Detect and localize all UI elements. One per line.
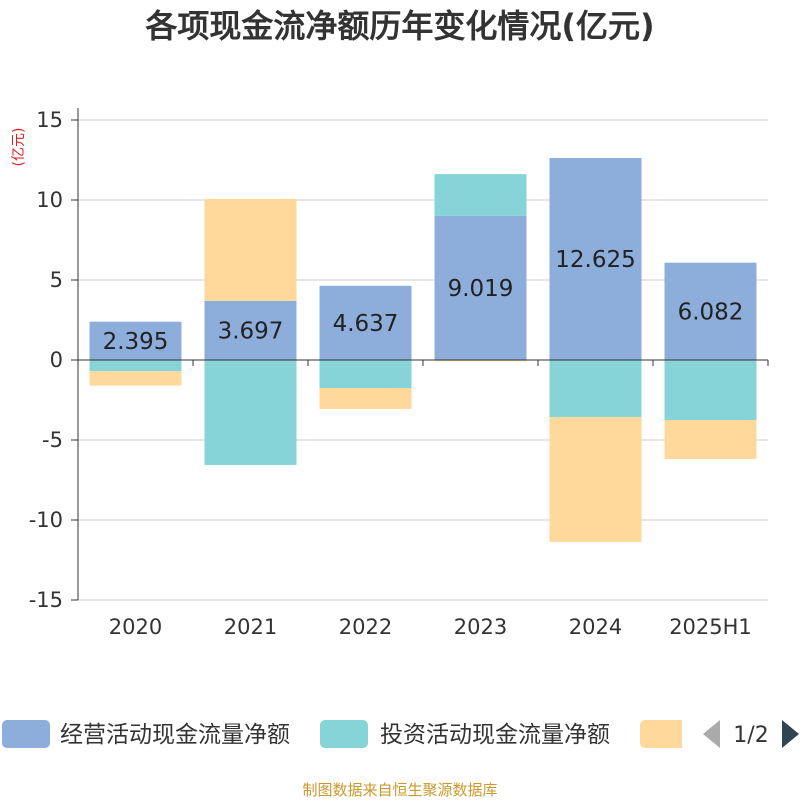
bar-series2-2022[interactable] bbox=[319, 360, 412, 388]
y-tick-label: 15 bbox=[36, 108, 63, 132]
legend-item-investing-cash-flow[interactable]: 投资活动现金流量净额 bbox=[320, 720, 610, 748]
y-tick-label: 5 bbox=[50, 268, 63, 292]
x-tick-label: 2023 bbox=[454, 615, 507, 639]
bar-series3-2024[interactable] bbox=[549, 416, 642, 542]
data-label: 3.697 bbox=[218, 318, 284, 344]
data-label: 12.625 bbox=[555, 247, 635, 273]
bar-series1-2024[interactable] bbox=[549, 158, 642, 360]
legend-swatch-third[interactable] bbox=[640, 720, 688, 748]
bar-series3-2022[interactable] bbox=[319, 388, 412, 409]
y-tick-label: 0 bbox=[50, 348, 63, 372]
y-tick-label: -10 bbox=[29, 508, 63, 532]
bar-series2-2023[interactable] bbox=[434, 174, 527, 216]
legend-label-operating[interactable]: 经营活动现金流量净额 bbox=[60, 722, 290, 748]
bar-series2-2024[interactable] bbox=[549, 360, 642, 417]
data-source-footer: 制图数据来自恒生聚源数据库 bbox=[302, 781, 497, 799]
axes: 15 10 5 0 -5 -10 -15 2020 2021 2022 2023 2024 2025H1 bbox=[29, 108, 769, 639]
legend-item-operating-cash-flow[interactable]: 经营活动现金流量净额 bbox=[2, 720, 290, 748]
legend-swatch-operating[interactable] bbox=[2, 720, 50, 748]
legend-page-indicator: 1/2 bbox=[733, 723, 768, 748]
bar-series1-2025H1[interactable] bbox=[664, 262, 757, 360]
bar-series3-2020[interactable] bbox=[89, 371, 182, 386]
bar-series1-2021[interactable] bbox=[204, 300, 297, 360]
bar-series2-2020[interactable] bbox=[89, 360, 182, 372]
data-label: 4.637 bbox=[333, 311, 399, 337]
bar-series3-2023[interactable] bbox=[434, 360, 527, 362]
y-tick-label: -15 bbox=[29, 588, 63, 612]
bar-series3-2025H1[interactable] bbox=[664, 420, 757, 460]
bar-series2-2025H1[interactable] bbox=[664, 360, 757, 420]
data-label: 2.395 bbox=[103, 329, 169, 355]
gridlines bbox=[78, 119, 768, 601]
bar-series1-2022[interactable] bbox=[319, 285, 412, 360]
data-label: 9.019 bbox=[448, 276, 514, 302]
x-tick-label: 2021 bbox=[224, 615, 277, 639]
data-label: 6.082 bbox=[678, 299, 744, 325]
bar-series1-2023[interactable] bbox=[434, 215, 527, 360]
legend-swatch-investing[interactable] bbox=[320, 720, 368, 748]
bar-series3-2021[interactable] bbox=[204, 198, 297, 301]
y-tick-label: -5 bbox=[42, 428, 63, 452]
x-tick-label: 2025H1 bbox=[669, 615, 752, 639]
y-tick-label: 10 bbox=[36, 188, 63, 212]
legend-label-investing[interactable]: 投资活动现金流量净额 bbox=[380, 722, 610, 748]
x-tick-label: 2024 bbox=[569, 615, 622, 639]
bar-series2-2021[interactable] bbox=[204, 360, 297, 465]
x-tick-label: 2022 bbox=[339, 615, 392, 639]
bar-series1-2020[interactable] bbox=[89, 321, 182, 360]
y-axis-unit-label: (亿元) bbox=[11, 128, 27, 167]
legend-item-third-series[interactable] bbox=[640, 720, 688, 748]
bar-group bbox=[89, 158, 757, 542]
data-labels: 2.395 3.697 4.637 9.019 12.625 6.082 bbox=[103, 247, 744, 355]
legend-prev-page-arrow-icon[interactable] bbox=[703, 720, 720, 748]
x-tick-label: 2020 bbox=[109, 615, 162, 639]
legend: 经营活动现金流量净额 投资活动现金流量净额 1/2 bbox=[2, 720, 799, 748]
legend-next-page-arrow-icon[interactable] bbox=[782, 720, 799, 748]
chart-title: 各项现金流净额历年变化情况(亿元) bbox=[145, 7, 654, 45]
